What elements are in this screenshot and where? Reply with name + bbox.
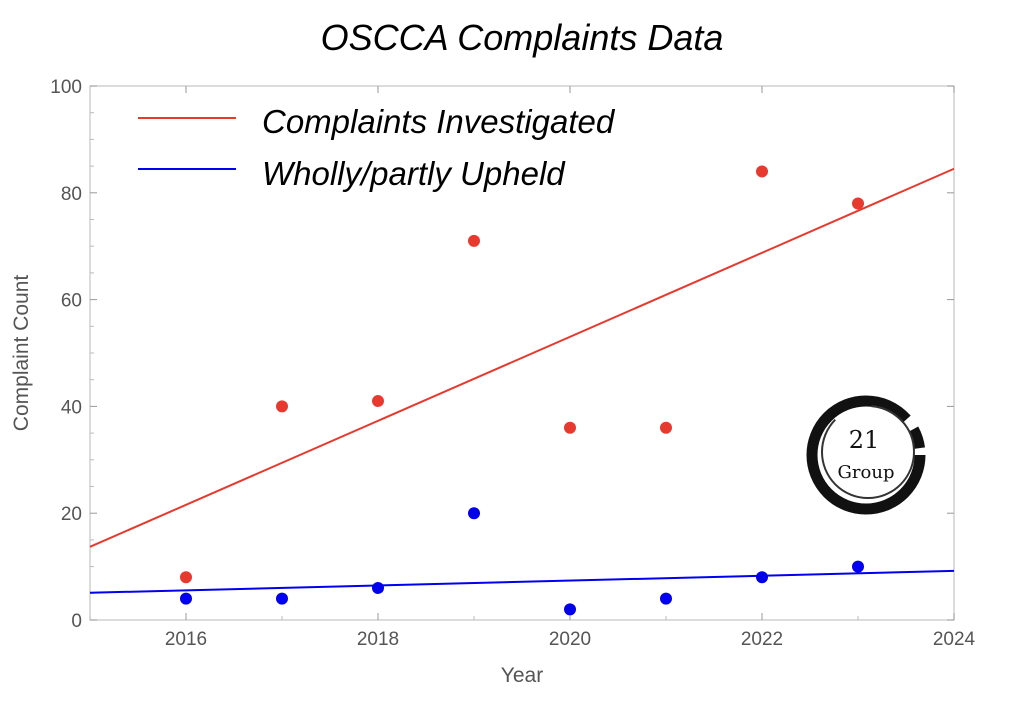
- y-tick-label: 80: [61, 184, 82, 205]
- data-point-investigated: [564, 421, 576, 434]
- data-point-upheld: [372, 581, 384, 594]
- y-tick-label: 100: [50, 77, 82, 98]
- trend-lines: [89, 167, 955, 594]
- data-point-investigated: [468, 234, 480, 247]
- data-point-investigated: [180, 571, 192, 584]
- data-point-upheld: [564, 603, 576, 616]
- legend: Complaints Investigated Wholly/partly Up…: [138, 103, 616, 192]
- x-axis-label: Year: [501, 664, 543, 687]
- data-point-upheld: [276, 592, 288, 605]
- x-tick-label: 2020: [549, 629, 591, 650]
- plot-area: 2016 2018 2020 2022 2024 0 20 40 60 80 100: [50, 77, 975, 650]
- data-points: [180, 165, 864, 616]
- logo-ring: [806, 395, 926, 515]
- x-tick-label: 2018: [357, 629, 399, 650]
- data-point-investigated: [372, 395, 384, 408]
- data-point-upheld: [180, 592, 192, 605]
- data-point-investigated: [756, 165, 768, 178]
- y-tick-label: 0: [71, 611, 82, 632]
- logo-ring-inner: [821, 405, 915, 499]
- data-point-investigated: [660, 421, 672, 434]
- data-point-upheld: [468, 507, 480, 520]
- data-point-investigated: [852, 197, 864, 210]
- axis-ticks: 2016 2018 2020 2022 2024 0 20 40 60 80 100: [50, 77, 975, 650]
- logo-number: 21: [849, 426, 880, 454]
- trend-line-upheld: [89, 569, 955, 594]
- logo-word: Group: [838, 462, 895, 483]
- x-tick-label: 2016: [165, 629, 207, 650]
- logo-21-group: 21 Group: [806, 395, 926, 515]
- data-point-upheld: [852, 560, 864, 573]
- data-point-upheld: [756, 571, 768, 584]
- legend-label-upheld: Wholly/partly Upheld: [262, 155, 566, 192]
- data-point-investigated: [276, 400, 288, 413]
- y-tick-label: 60: [61, 291, 82, 312]
- legend-label-investigated: Complaints Investigated: [262, 103, 616, 140]
- y-axis-label: Complaint Count: [10, 275, 33, 432]
- data-point-upheld: [660, 592, 672, 605]
- y-tick-label: 20: [61, 504, 82, 525]
- x-tick-label: 2022: [741, 629, 783, 650]
- chart-title: OSCCA Complaints Data: [321, 17, 724, 58]
- trend-line-investigated: [89, 167, 955, 548]
- y-tick-label: 40: [61, 397, 82, 418]
- x-tick-label: 2024: [933, 629, 976, 650]
